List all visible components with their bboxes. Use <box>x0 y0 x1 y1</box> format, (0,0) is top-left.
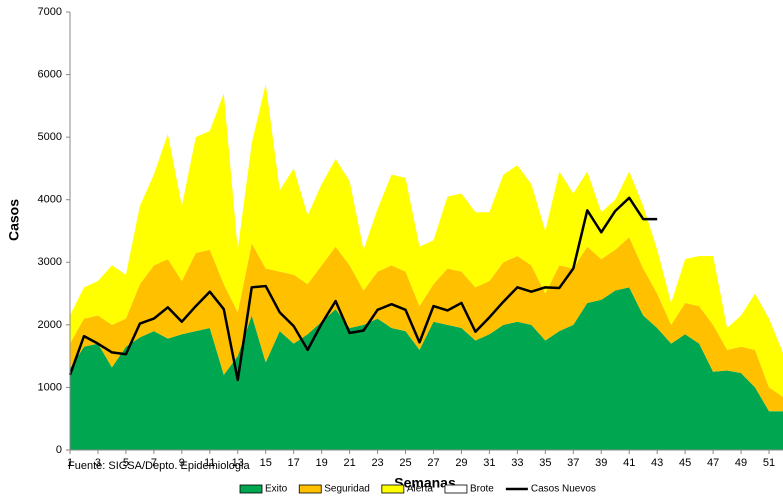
x-tick-label: 47 <box>707 457 719 469</box>
area <box>70 83 783 397</box>
y-tick-label: 7000 <box>38 6 62 18</box>
y-tick-label: 5000 <box>38 131 62 143</box>
legend-label: Brote <box>470 484 494 495</box>
x-tick-label: 23 <box>371 457 383 469</box>
y-tick-label: 1000 <box>38 381 62 393</box>
x-tick-label: 15 <box>260 457 272 469</box>
legend-swatch <box>444 484 468 494</box>
area <box>70 287 783 450</box>
x-tick-label: 37 <box>567 457 579 469</box>
source-note: Fuente: SIGSA/Depto. Epidemiologia <box>68 460 250 472</box>
legend-label: Seguridad <box>324 484 370 495</box>
legend-swatch <box>298 484 322 494</box>
x-tick-label: 51 <box>763 457 775 469</box>
x-tick-label: 1 <box>67 457 73 469</box>
y-axis-title: Casos <box>6 199 22 241</box>
x-tick-label: 49 <box>735 457 747 469</box>
x-tick-label: 29 <box>455 457 467 469</box>
y-tick-label: 4000 <box>38 194 62 206</box>
x-tick-label: 33 <box>511 457 523 469</box>
y-tick-label: 0 <box>56 444 62 456</box>
x-tick-label: 19 <box>316 457 328 469</box>
legend-swatch <box>381 484 405 494</box>
x-tick-label: 21 <box>343 457 355 469</box>
x-tick-label: 41 <box>623 457 635 469</box>
legend-label: Exito <box>265 484 288 495</box>
x-tick-label: 5 <box>123 457 129 469</box>
x-tick-label: 27 <box>427 457 439 469</box>
x-tick-label: 13 <box>232 457 244 469</box>
legend-swatch <box>239 484 263 494</box>
x-tick-label: 17 <box>288 457 300 469</box>
x-tick-label: 43 <box>651 457 663 469</box>
y-tick-label: 3000 <box>38 256 62 268</box>
x-tick-label: 45 <box>679 457 691 469</box>
x-tick-label: 35 <box>539 457 551 469</box>
x-tick-label: 39 <box>595 457 607 469</box>
x-tick-label: 3 <box>95 457 101 469</box>
legend-label: Alerta <box>407 484 434 495</box>
legend-label: Casos Nuevos <box>531 484 596 495</box>
x-tick-label: 31 <box>483 457 495 469</box>
x-axis-title: Semanas <box>394 475 456 491</box>
y-tick-label: 2000 <box>38 319 62 331</box>
line <box>68 196 658 382</box>
x-tick-label: 11 <box>204 457 215 469</box>
x-tick-label: 7 <box>151 457 157 469</box>
x-tick-label: 9 <box>179 457 185 469</box>
x-tick-label: 25 <box>399 457 411 469</box>
y-tick-label: 6000 <box>38 68 62 80</box>
